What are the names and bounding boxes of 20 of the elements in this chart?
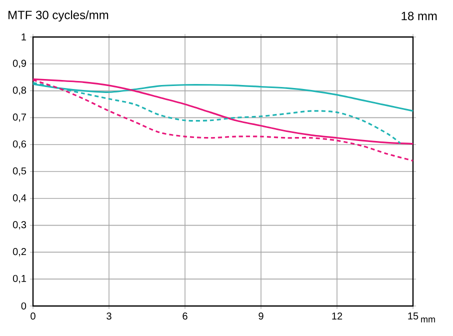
x-tick-label: 12 bbox=[332, 312, 342, 320]
y-tick-label: 0,8 bbox=[12, 86, 26, 95]
x-tick-label: 0 bbox=[30, 312, 36, 320]
y-tick-label: 0,5 bbox=[12, 167, 26, 176]
y-tick-label: 0,9 bbox=[12, 60, 26, 68]
y-tick-label: 0,3 bbox=[12, 221, 26, 230]
y-tick-label: 0,6 bbox=[12, 140, 26, 149]
x-tick-label: 6 bbox=[182, 312, 188, 320]
chart-title: MTF 30 cycles/mm bbox=[8, 10, 108, 22]
y-tick-label: 0,2 bbox=[12, 248, 26, 256]
y-tick-label: 0,4 bbox=[12, 194, 26, 203]
x-tick-label: 9 bbox=[258, 312, 264, 320]
x-tick-label: 3 bbox=[106, 312, 112, 320]
chart-subtitle: 18 mm bbox=[402, 12, 437, 20]
y-tick-label: 0,7 bbox=[12, 114, 26, 122]
y-tick-label: 0,1 bbox=[12, 274, 26, 284]
x-axis-title: mm bbox=[421, 318, 435, 322]
x-tick-label: 15 bbox=[408, 312, 418, 320]
y-tick-label: 1 bbox=[22, 34, 26, 40]
y-tick-label: 0 bbox=[21, 302, 26, 310]
